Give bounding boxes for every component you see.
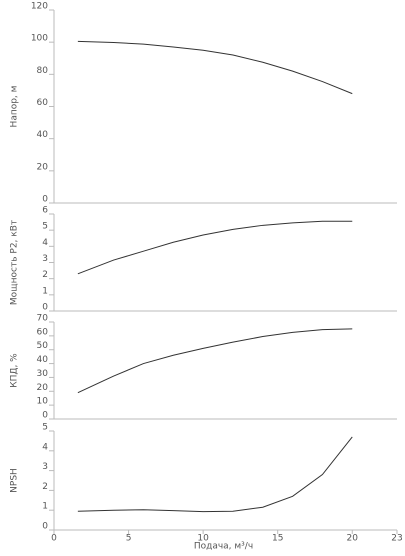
x-tick-label: 23 — [391, 534, 402, 544]
y-tick-label: 0 — [42, 303, 48, 313]
y-tick-label: 1 — [42, 286, 48, 296]
y-tick-label: 50 — [37, 341, 49, 351]
y-tick-label: 0 — [42, 411, 48, 421]
y-tick-label: 100 — [31, 34, 48, 44]
x-tick-label: 5 — [126, 534, 132, 544]
y-tick-label: 1 — [42, 502, 48, 512]
x-axis-label: Подача, м³/ч — [194, 542, 253, 552]
y-axis-label: КПД, % — [10, 353, 20, 388]
y-tick-label: 120 — [31, 2, 48, 12]
x-tick-label: 0 — [51, 534, 57, 544]
y-tick-label: 20 — [37, 162, 49, 172]
x-tick-label: 20 — [347, 534, 359, 544]
y-tick-label: 30 — [37, 369, 49, 379]
y-tick-label: 40 — [37, 130, 49, 140]
x-tick-label: 15 — [272, 534, 283, 544]
y-tick-label: 0 — [42, 522, 48, 532]
y-tick-label: 4 — [42, 238, 48, 248]
y-axis-label: Мощность Р2, кВт — [10, 220, 20, 305]
line — [77, 220, 353, 275]
y-axis-label: Напор, м — [10, 86, 20, 128]
x-tick-label: 10 — [197, 534, 209, 544]
line — [77, 328, 353, 394]
y-tick-label: 40 — [37, 355, 49, 365]
y-tick-label: 6 — [42, 206, 48, 216]
y-tick-label: 20 — [37, 383, 49, 393]
line — [77, 40, 353, 95]
line — [77, 436, 353, 513]
y-tick-label: 2 — [42, 482, 48, 492]
y-tick-label: 70 — [37, 314, 49, 324]
y-tick-label: 3 — [42, 462, 48, 472]
y-tick-label: 0 — [42, 195, 48, 205]
y-tick-label: 2 — [42, 270, 48, 280]
y-tick-label: 3 — [42, 254, 48, 264]
y-tick-label: 60 — [37, 327, 49, 337]
y-tick-label: 10 — [37, 397, 49, 407]
y-tick-label: 5 — [42, 423, 48, 433]
y-axis-label: NPSH — [10, 468, 20, 493]
y-tick-label: 60 — [37, 98, 49, 108]
y-tick-label: 4 — [42, 442, 48, 452]
y-tick-label: 80 — [37, 66, 49, 76]
y-tick-label: 5 — [42, 222, 48, 232]
